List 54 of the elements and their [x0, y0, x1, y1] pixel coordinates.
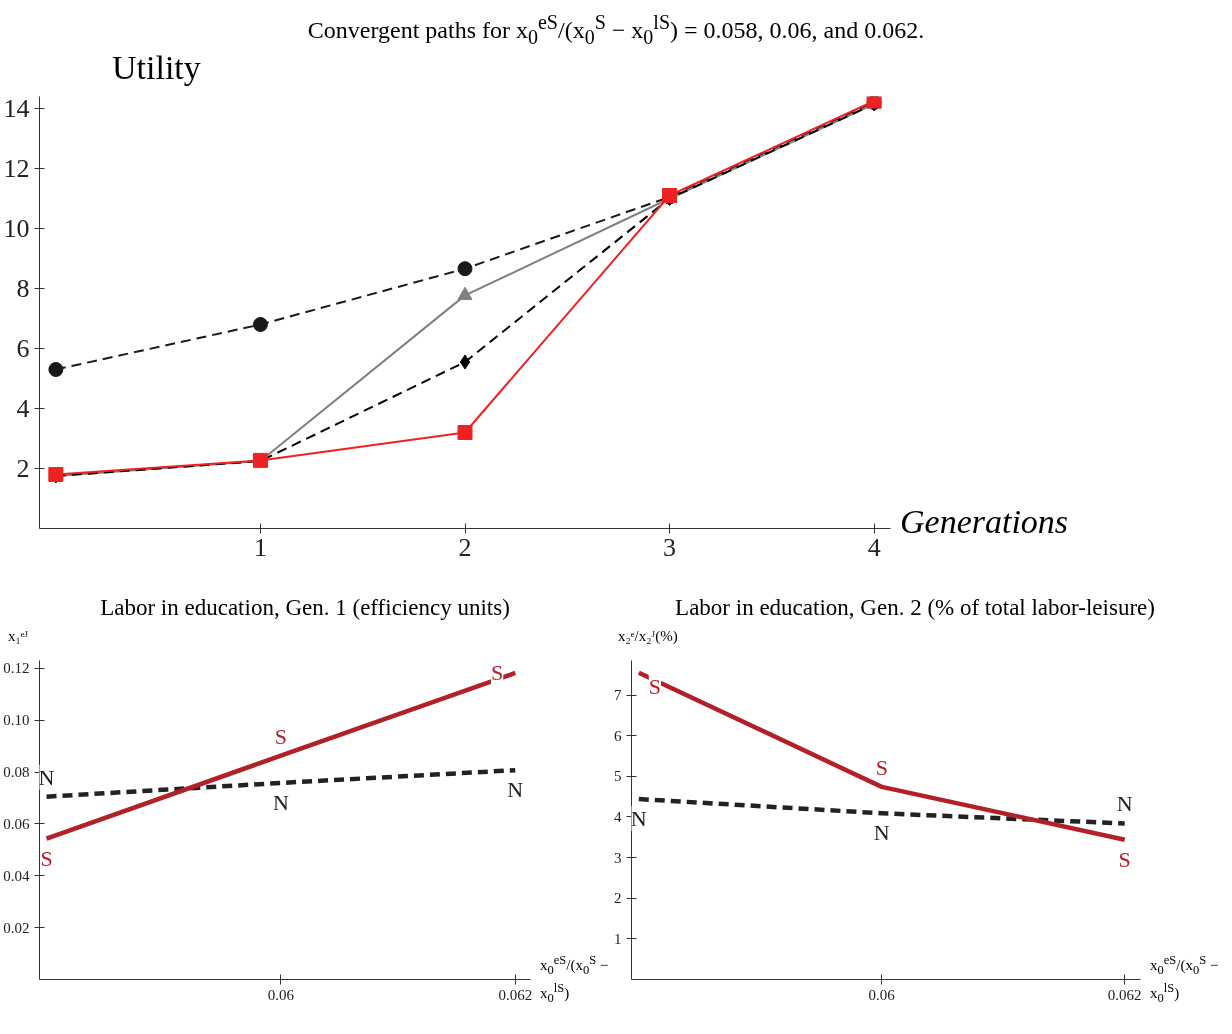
y-tick-label: 0.06 [3, 815, 30, 832]
text: N [272, 789, 289, 815]
point [252, 317, 268, 332]
y-tick-label: 14 [3, 94, 30, 123]
x-tick-label: 4 [867, 532, 881, 562]
y-tick-label: 6 [614, 727, 622, 744]
text: N [507, 777, 524, 803]
chart-title: Labor in education, Gen. 2 (% of total labor-leisure) [674, 594, 1156, 622]
y-tick-label: 8 [16, 274, 30, 303]
y-tick-label: 6 [16, 334, 30, 363]
x-tick-label: 2 [458, 532, 472, 562]
text: x$_{0}$$^{eS}$/(x$_{0}$$^{S}$ − x$_{0}$$^{lS}$) [1150, 953, 1219, 1005]
text: S [1118, 846, 1131, 872]
x-tick-label: 0.062 [498, 986, 533, 1003]
y-tick-label: 12 [3, 154, 30, 183]
point [459, 354, 471, 370]
chart-title: Convergent paths for x$_{0}$$^{eS}$/(x$_{0}$$^{S}$ − x$_{0}$$^{lS}$) = 0.058, 0.06, and 0.062. [307, 11, 925, 48]
x-tick-label: 3 [663, 532, 677, 562]
y-tick-label: 2 [16, 454, 30, 483]
y-tick-label: 1 [614, 930, 622, 947]
text: x$_{0}$$^{eS}$/(x$_{0}$$^{S}$ − x$_{0}$$^{lS}$) [540, 953, 609, 1005]
y-tick-label: 3 [614, 849, 622, 866]
series-label: N [630, 806, 647, 832]
y-axis-title: x₁ᵉᴶ [7, 627, 30, 646]
x-tick-label: 1 [253, 532, 267, 562]
series-label: S [491, 660, 504, 686]
point [457, 425, 473, 440]
y-tick-label: 10 [3, 214, 30, 243]
chart-title: Labor in education, Gen. 1 (efficiency units) [99, 594, 511, 622]
series-label: N [38, 764, 55, 790]
x-tick-label: 0.06 [868, 986, 896, 1003]
text: N [1116, 791, 1133, 817]
y-tick-label: 0.12 [3, 660, 30, 677]
x-tick-label: 0.06 [267, 986, 295, 1003]
y-axis-title: Utility [111, 48, 202, 88]
y-tick-label: 5 [614, 768, 622, 785]
y-tick-label: 4 [16, 394, 30, 423]
text: N [873, 820, 890, 846]
y-axis-title: x₂ᵉ/x₂ᴶ(%) [617, 627, 679, 646]
x-axis-title: Generations [900, 502, 1070, 542]
y-tick-label: 0.10 [3, 712, 30, 729]
point [48, 362, 64, 377]
y-tick-label: 2 [614, 890, 622, 907]
y-tick-label: 4 [614, 808, 622, 825]
series-label: S [648, 674, 662, 700]
y-tick-label: 0.04 [3, 867, 30, 884]
point [457, 261, 473, 277]
y-tick-label: 7 [614, 687, 622, 704]
text: S [40, 845, 53, 871]
x-tick-label: 0.062 [1107, 986, 1142, 1003]
text: S [274, 723, 288, 749]
y-tick-label: 0.02 [3, 919, 30, 936]
text: S [875, 754, 888, 780]
y-tick-label: 0.08 [3, 764, 30, 781]
